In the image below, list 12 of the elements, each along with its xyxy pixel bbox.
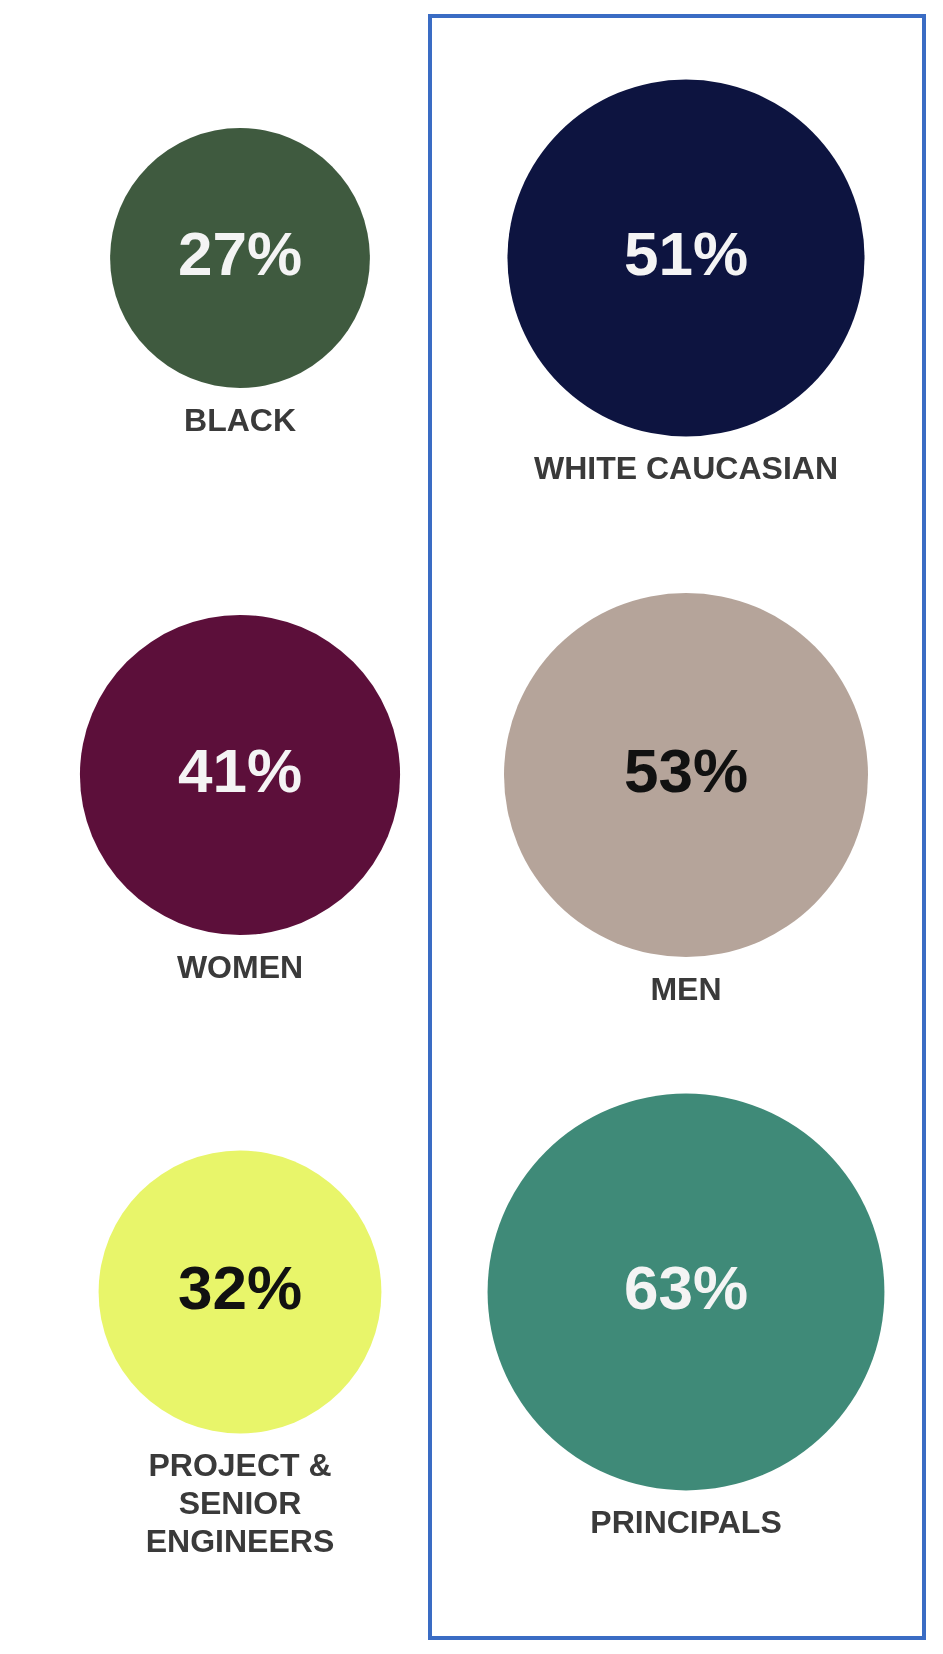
data-label: 53% (623, 736, 749, 806)
data-label: 51% (623, 219, 749, 289)
category-label: MEN (650, 970, 722, 1007)
category-label: WHITE CAUCASIAN (534, 450, 838, 487)
data-label: 32% (177, 1253, 303, 1323)
category-label: WOMEN (176, 948, 304, 985)
data-label: 41% (177, 736, 303, 806)
category-label: PROJECT & SENIOR ENGINEERS (145, 1447, 335, 1560)
data-label: 27% (177, 219, 303, 289)
data-label: 63% (623, 1253, 749, 1323)
category-label: BLACK (184, 401, 296, 438)
category-label: PRINCIPALS (590, 1504, 782, 1541)
